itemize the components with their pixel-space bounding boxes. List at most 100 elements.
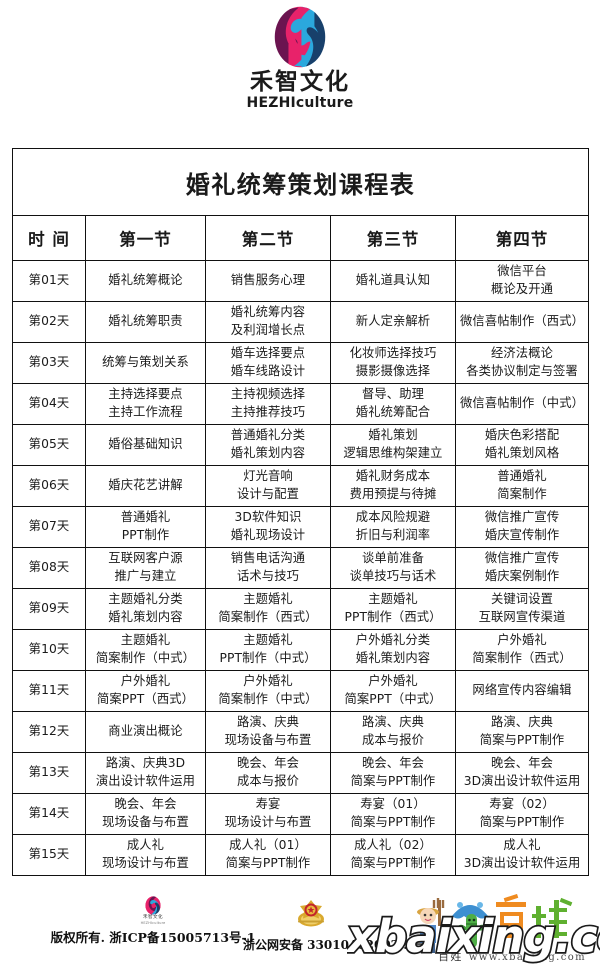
cell-line: 微信推广宣传 <box>484 551 560 566</box>
day-cell: 第11天 <box>12 670 86 712</box>
session-2-cell: 婚车选择要点 婚车线路设计 <box>205 342 331 384</box>
china-public-security-badge-icon <box>298 900 324 927</box>
table-row: 第08天 互联网客户源 推广与建立 销售电话沟通 话术与技巧 谈单前准备 谈单技巧与话术 微信… <box>12 547 590 589</box>
session-2-cell: 普通婚礼分类 婚礼策划内容 <box>205 424 331 466</box>
cell-line: 简案与PPT制作 <box>225 856 311 870</box>
day-cell: 第13天 <box>12 752 86 794</box>
cell-line: 寿宴（01） <box>360 797 426 812</box>
session-2-cell: 3D软件知识 婚礼现场设计 <box>205 506 331 548</box>
cell-line: 户外婚礼 <box>120 674 171 689</box>
cell-line: PPT制作（西式） <box>344 610 442 624</box>
cell-line: 成人礼（01） <box>229 838 307 853</box>
day-cell: 第02天 <box>12 301 86 343</box>
session-2-cell: 主题婚礼 简案制作（西式） <box>205 588 331 630</box>
cell-line: 婚礼财务成本 <box>355 469 431 484</box>
session-4-cell: 经济法概论 各类协议制定与签署 <box>454 342 590 384</box>
cell-line: 普通婚礼 <box>497 469 547 484</box>
cell-line: 婚礼统筹概论 <box>108 273 183 288</box>
cell-line: 晚会、年会 <box>362 756 424 771</box>
cell-line: 主持视频选择 <box>230 387 306 402</box>
xbaixing-mascots-icon <box>417 894 573 953</box>
cell-line: 话术与技巧 <box>237 569 299 583</box>
cell-line: 主持工作流程 <box>108 405 183 419</box>
column-header-session-2: 第二节 <box>205 215 331 261</box>
cell-line: 户外婚礼 <box>368 674 418 689</box>
cell-line: 婚车选择要点 <box>230 346 306 361</box>
cell-line: 新人定亲解析 <box>355 314 431 329</box>
session-1-cell: 路演、庆典3D 演出设计软件运用 <box>85 752 206 794</box>
cell-line: 互联网宣传渠道 <box>478 610 566 624</box>
session-1-cell: 户外婚礼 简案PPT（西式） <box>85 670 206 712</box>
day-cell: 第15天 <box>12 834 86 876</box>
cell-line: 婚礼统筹内容 <box>230 305 306 320</box>
day-cell: 第09天 <box>12 588 86 630</box>
session-4-cell: 微信推广宣传 婚庆宣传制作 <box>454 506 590 548</box>
cell-line: 简案制作（西式） <box>472 651 572 665</box>
cell-line: 现场设备与布置 <box>102 815 189 829</box>
session-3-cell: 督导、助理 婚礼统筹配合 <box>330 383 456 425</box>
cell-line: 谈单技巧与话术 <box>349 569 437 583</box>
table-row: 第14天 晚会、年会 现场设备与布置 寿宴 现场设计与布置 寿宴（01） 简案与PPT制作寿… <box>12 793 590 835</box>
footer-beian-block: 浙公网安备 33010402002...号 <box>243 898 473 952</box>
cell-line: 简案制作（中式） <box>218 692 318 706</box>
cell-line: 演出设计软件运用 <box>95 774 196 788</box>
cell-line: 婚礼策划内容 <box>355 651 431 665</box>
cell-line: 3D演出设计软件运用 <box>463 774 581 788</box>
cell-line: 晚会、年会 <box>491 756 554 771</box>
cell-line: 微信喜帖制作（西式） <box>460 314 585 329</box>
cell-line: 3D软件知识 <box>234 510 302 525</box>
cell-line: 婚礼统筹职责 <box>108 314 183 329</box>
session-1-cell: 主持选择要点 主持工作流程 <box>85 383 206 425</box>
cell-line: 微信喜帖制作（中式） <box>460 396 585 411</box>
cell-line: 成本风险规避 <box>355 510 431 525</box>
table-row: 第06天 婚庆花艺讲解 灯光音响 设计与配置 婚礼财务成本 费用预提与待摊 普通婚礼 简案制作 <box>12 465 590 507</box>
cell-line: 户外婚礼分类 <box>355 633 431 648</box>
table-row: 第07天 普通婚礼 PPT制作 3D软件知识 婚礼现场设计 成本风险规避 折旧与利润率 微信推… <box>12 506 590 548</box>
cell-line: 概论及开通 <box>491 282 554 296</box>
schedule-table-container: 婚礼统筹策划课程表 时 间 第一节 第二节 第三节 第四节 第01天 婚礼统筹概论… <box>11 148 590 876</box>
cell-line: 婚礼策划 <box>368 428 418 443</box>
cell-line: 路演、庆典3D <box>105 756 186 771</box>
session-2-cell: 户外婚礼 简案制作（中式） <box>205 670 331 712</box>
session-3-cell: 晚会、年会 简案与PPT制作 <box>330 752 456 794</box>
session-3-cell: 路演、庆典 成本与报价 <box>330 711 456 753</box>
day-cell: 第01天 <box>12 260 86 302</box>
session-2-cell: 婚礼统筹内容 及利润增长点 <box>205 301 331 343</box>
cell-line: 普通婚礼分类 <box>230 428 306 443</box>
day-cell: 第08天 <box>12 547 86 589</box>
day-cell: 第07天 <box>12 506 86 548</box>
table-row: 第04天 主持选择要点 主持工作流程 主持视频选择 主持推荐技巧 督导、助理 婚礼统筹配合微… <box>12 383 590 425</box>
cell-line: 婚俗基础知识 <box>108 437 183 452</box>
session-3-cell: 成本风险规避 折旧与利润率 <box>330 506 456 548</box>
cell-line: 折旧与利润率 <box>355 528 431 542</box>
police-beian-text: 浙公网安备 33010402002...号 <box>243 938 424 952</box>
cell-line: 寿宴 <box>255 797 281 812</box>
page-footer: 禾智文化 HEZHIculture 版权所有. 浙ICP备15005713号-1… <box>0 892 600 972</box>
cell-line: 简案制作（中式） <box>95 651 196 665</box>
cell-line: 主题婚礼分类 <box>108 592 183 607</box>
session-3-cell: 婚礼策划 逻辑思维构架建立 <box>330 424 456 466</box>
cell-line: 婚庆色彩搭配 <box>484 428 560 443</box>
session-4-cell: 微信喜帖制作（中式） <box>454 383 590 425</box>
column-header-time: 时 间 <box>12 215 86 261</box>
session-3-cell: 户外婚礼分类 婚礼策划内容 <box>330 629 456 671</box>
footer-copyright-block: 禾智文化 HEZHIculture 版权所有. 浙ICP备15005713号-1 <box>38 896 268 946</box>
table-row: 第10天 主题婚礼 简案制作（中式） 主题婚礼 PPT制作（中式） 户外婚礼分类 婚礼策划内… <box>12 629 590 671</box>
session-4-cell: 微信平台 概论及开通 <box>454 260 590 302</box>
cell-line: 普通婚礼 <box>120 510 171 525</box>
session-1-cell: 互联网客户源 推广与建立 <box>85 547 206 589</box>
session-4-cell: 成人礼 3D演出设计软件运用 <box>454 834 590 876</box>
session-1-cell: 主题婚礼分类 婚礼策划内容 <box>85 588 206 630</box>
session-2-cell: 主题婚礼 PPT制作（中式） <box>205 629 331 671</box>
table-row: 第15天 成人礼 现场设计与布置 成人礼（01） 简案与PPT制作 成人礼（02） 简案与P… <box>12 834 590 876</box>
cell-line: 现场设计与布置 <box>224 815 312 829</box>
table-row: 第01天 婚礼统筹概论 销售服务心理 婚礼道具认知 微信平台 概论及开通 <box>12 260 590 302</box>
session-1-cell: 普通婚礼 PPT制作 <box>85 506 206 548</box>
session-1-cell: 婚礼统筹概论 <box>85 260 206 302</box>
cell-line: 现场设计与布置 <box>102 856 189 870</box>
page-title: 婚礼统筹策划课程表 <box>11 148 590 216</box>
hezhi-swirl-logo-icon <box>274 6 326 68</box>
cell-line: 路演、庆典 <box>237 715 299 730</box>
cell-line: 费用预提与待摊 <box>349 487 437 501</box>
cell-line: 婚礼现场设计 <box>230 528 306 542</box>
